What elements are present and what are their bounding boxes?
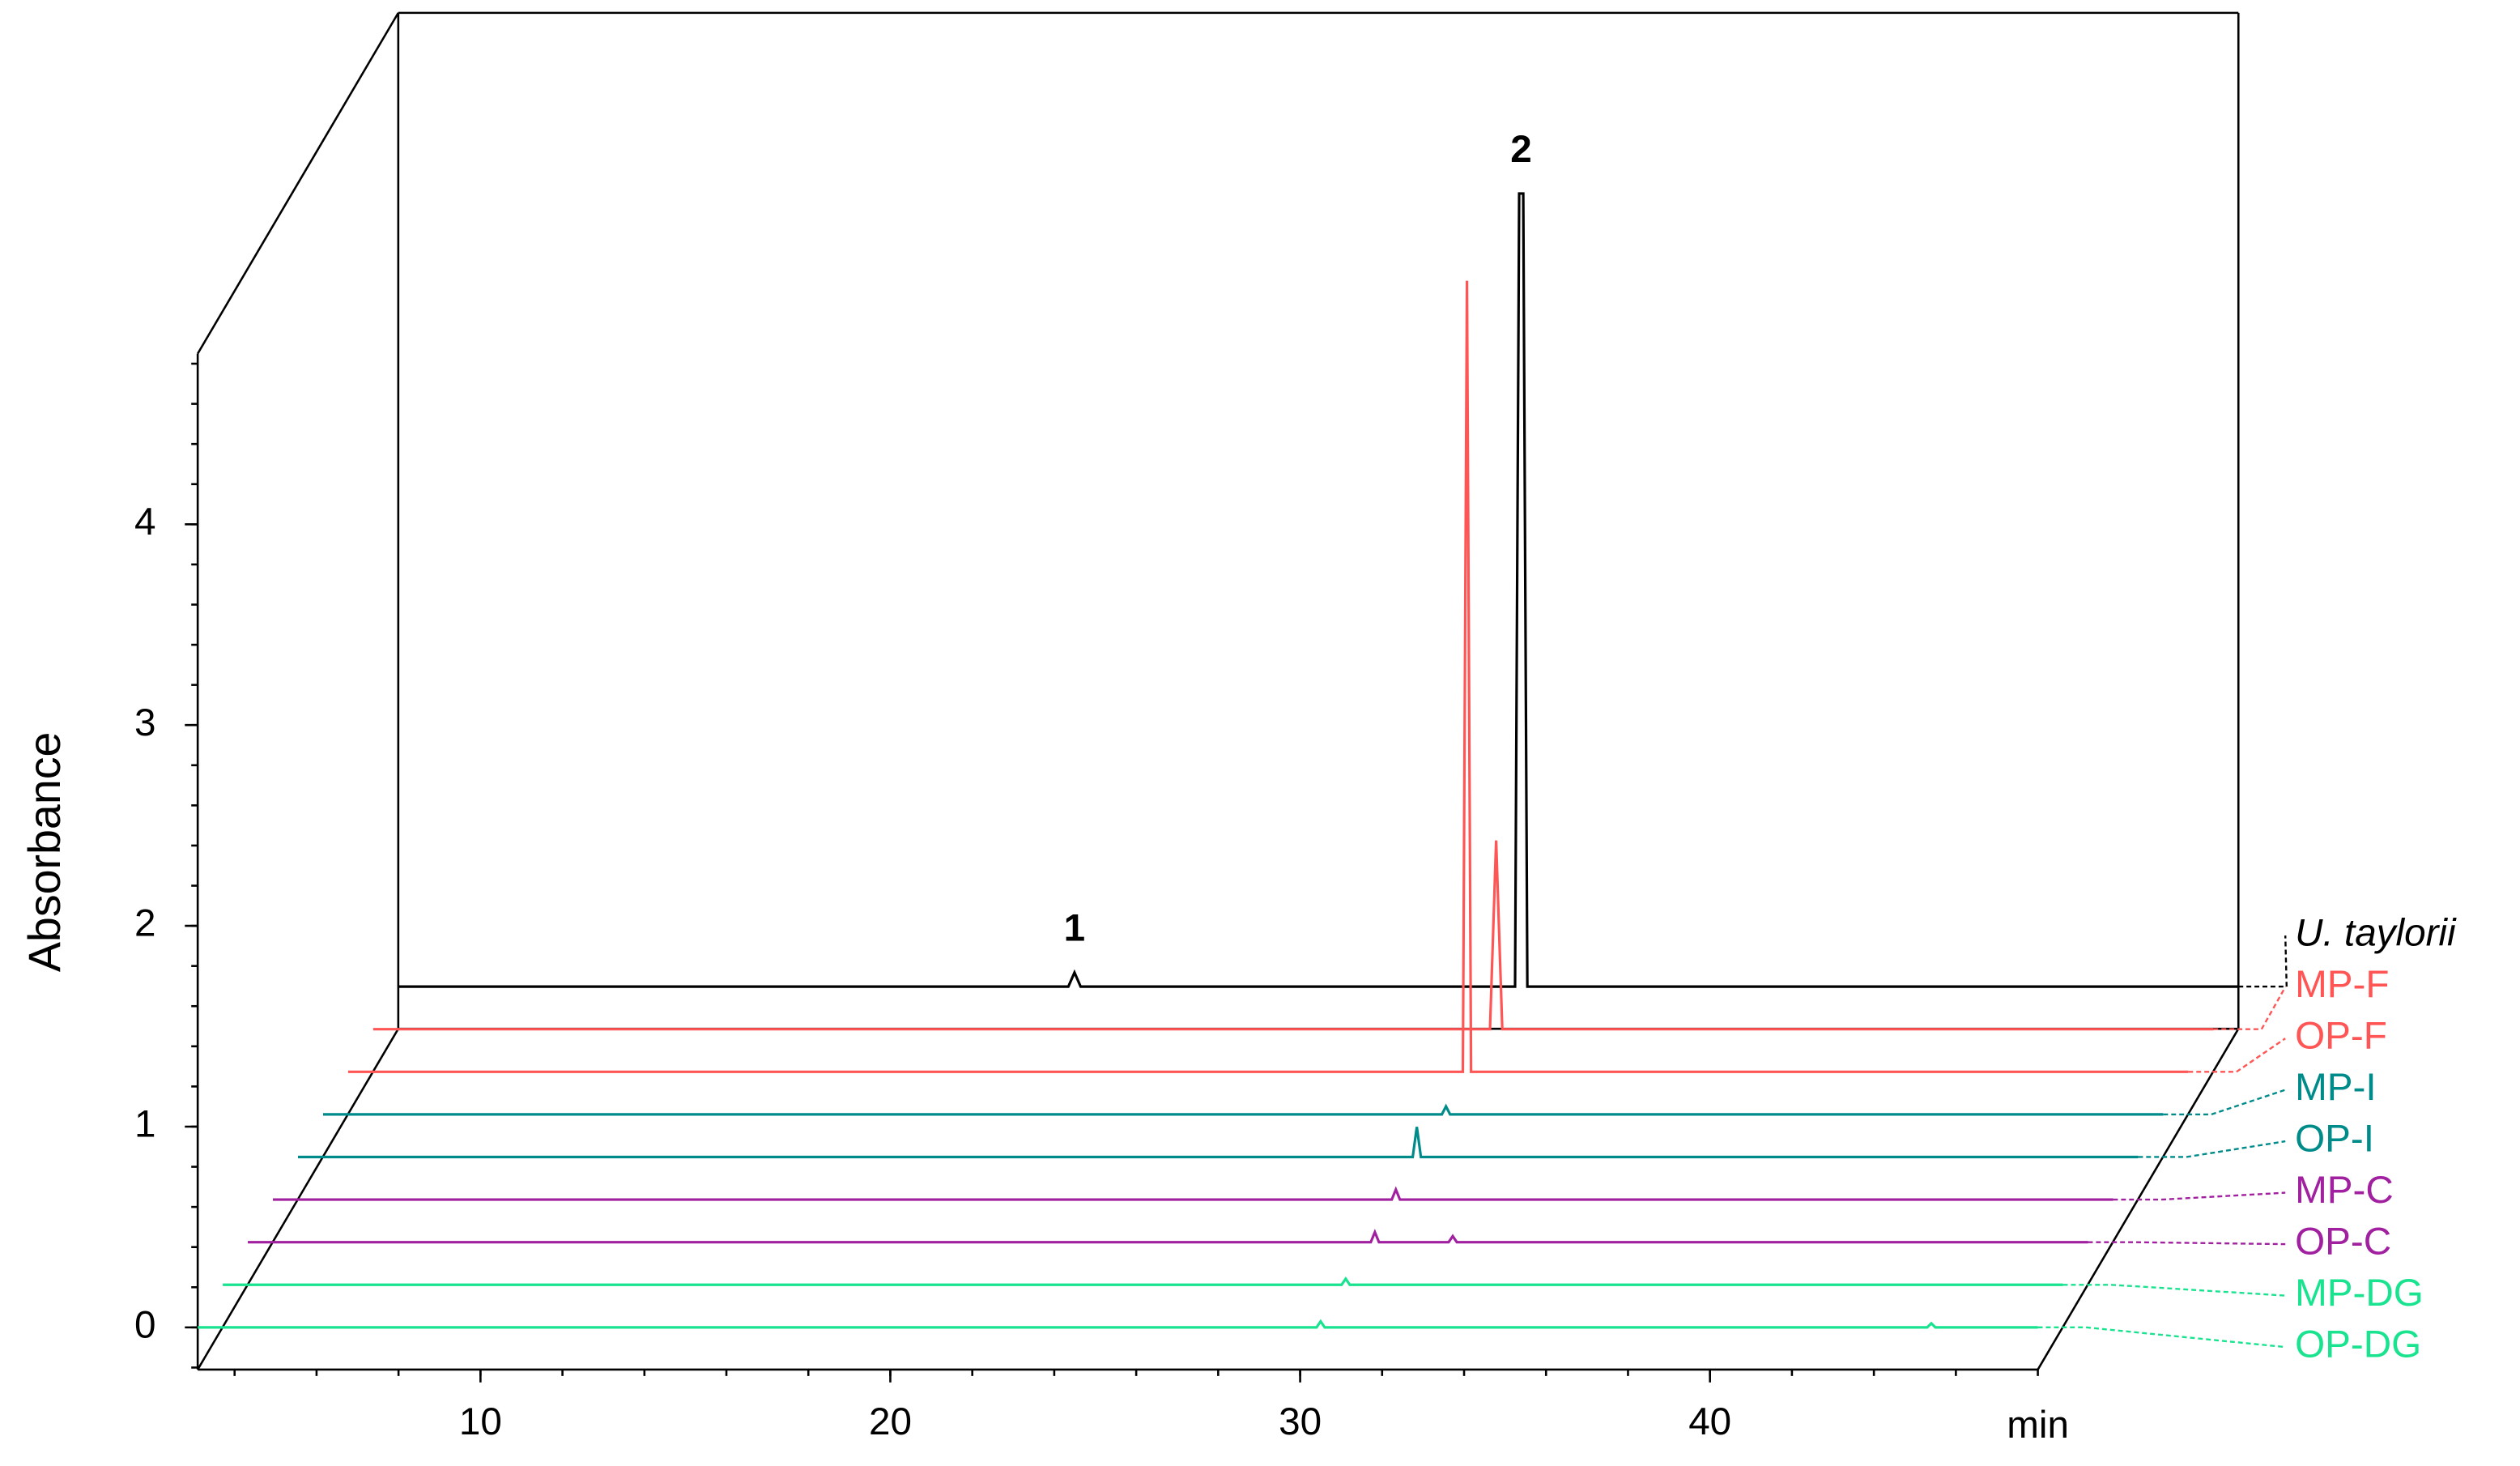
- legend-label: OP-F: [2295, 1015, 2387, 1058]
- legend-leader: [2037, 1326, 2286, 1349]
- peak-annotation: 2: [1510, 128, 1532, 171]
- legend-label: MP-F: [2295, 963, 2389, 1006]
- legend-label: MP-DG: [2295, 1272, 2424, 1315]
- legend-leader: [2088, 1241, 2286, 1246]
- legend-leader: [2188, 1038, 2286, 1073]
- legend-label: MP-C: [2295, 1169, 2394, 1212]
- y-tick-label: 4: [134, 501, 156, 543]
- y-tick-label: 0: [134, 1303, 156, 1346]
- legend-label: MP-I: [2295, 1066, 2377, 1109]
- legend-leader: [2238, 935, 2288, 988]
- x-tick-label: 30: [1279, 1400, 1322, 1443]
- legend-leader: [2138, 1140, 2286, 1158]
- trace: [347, 280, 2189, 1073]
- legend-leader: [2213, 986, 2287, 1030]
- peak-annotation: 1: [1064, 907, 1085, 950]
- legend-leader: [2062, 1284, 2286, 1297]
- trace: [223, 1276, 2063, 1286]
- legend-label: OP-DG: [2295, 1323, 2421, 1366]
- trace: [248, 1229, 2088, 1244]
- left-wall-top: [197, 12, 399, 355]
- legend-leader: [2113, 1191, 2286, 1201]
- trace: [322, 1103, 2164, 1116]
- y-tick-label: 2: [134, 902, 156, 945]
- x-tick-label: 10: [459, 1400, 502, 1443]
- legend-label: OP-C: [2295, 1221, 2391, 1264]
- y-axis-label: Absorbance: [19, 732, 70, 973]
- x-tick-label: 40: [1688, 1400, 1731, 1443]
- x-axis-label: min: [2007, 1404, 2069, 1447]
- x-tick-label: 20: [869, 1400, 912, 1443]
- legend-label: U. taylorii: [2295, 912, 2457, 955]
- trace: [297, 1127, 2139, 1159]
- trace: [273, 1186, 2113, 1201]
- legend-label: OP-I: [2295, 1118, 2374, 1161]
- legend-leader: [2163, 1089, 2286, 1116]
- trace: [372, 840, 2214, 1031]
- y-tick-label: 3: [134, 701, 156, 744]
- y-tick-label: 1: [134, 1103, 156, 1146]
- trace: [398, 192, 2239, 988]
- trace: [198, 1319, 2038, 1329]
